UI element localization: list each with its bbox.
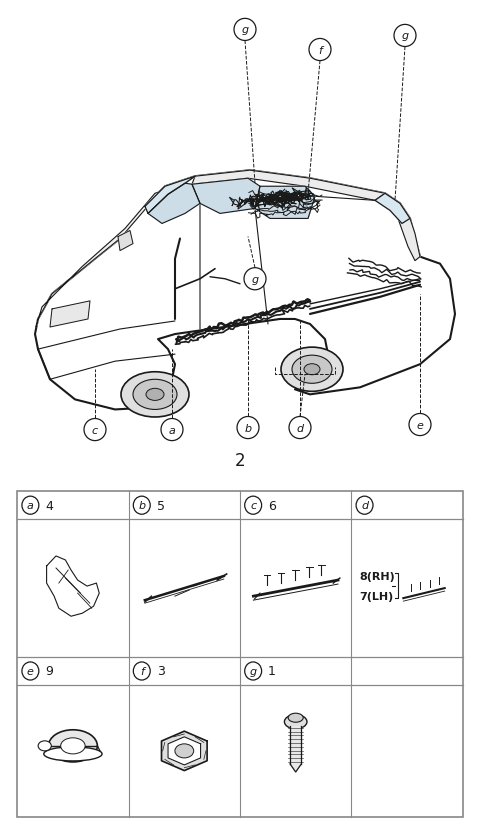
- Text: e: e: [417, 420, 423, 430]
- Text: 8(RH): 8(RH): [359, 571, 395, 581]
- Polygon shape: [290, 764, 301, 772]
- Circle shape: [245, 497, 262, 515]
- Ellipse shape: [285, 715, 307, 729]
- Ellipse shape: [44, 747, 102, 761]
- Ellipse shape: [175, 744, 194, 758]
- Ellipse shape: [60, 738, 85, 754]
- Text: c: c: [92, 425, 98, 435]
- Circle shape: [409, 414, 431, 436]
- Circle shape: [356, 497, 373, 515]
- Text: 9: 9: [45, 665, 53, 677]
- Text: 5: 5: [156, 499, 165, 512]
- Polygon shape: [375, 194, 410, 224]
- Ellipse shape: [304, 364, 320, 375]
- Ellipse shape: [133, 380, 177, 410]
- Text: 6: 6: [268, 499, 276, 512]
- Text: 2: 2: [235, 451, 245, 469]
- Text: a: a: [168, 425, 175, 435]
- Circle shape: [394, 26, 416, 47]
- Circle shape: [133, 497, 150, 515]
- Circle shape: [237, 417, 259, 439]
- Ellipse shape: [281, 348, 343, 392]
- Text: d: d: [297, 423, 303, 433]
- Polygon shape: [192, 171, 385, 201]
- Ellipse shape: [288, 714, 303, 722]
- Text: 4: 4: [45, 499, 53, 512]
- Polygon shape: [118, 231, 133, 251]
- Polygon shape: [161, 731, 207, 771]
- Circle shape: [244, 268, 266, 291]
- Ellipse shape: [48, 730, 97, 762]
- Text: g: g: [252, 274, 259, 284]
- Text: c: c: [250, 501, 256, 511]
- Text: f: f: [318, 46, 322, 55]
- Polygon shape: [192, 179, 260, 214]
- Polygon shape: [47, 556, 99, 617]
- Polygon shape: [36, 177, 195, 328]
- Polygon shape: [168, 737, 201, 765]
- Text: b: b: [244, 423, 252, 433]
- Text: d: d: [361, 501, 368, 511]
- Text: g: g: [241, 26, 249, 36]
- Text: b: b: [138, 501, 145, 511]
- Polygon shape: [148, 184, 200, 224]
- Polygon shape: [375, 194, 420, 262]
- Circle shape: [84, 419, 106, 441]
- Circle shape: [161, 419, 183, 441]
- Text: g: g: [250, 667, 257, 676]
- Text: f: f: [140, 667, 144, 676]
- Polygon shape: [255, 187, 315, 219]
- Ellipse shape: [292, 356, 332, 384]
- Text: 3: 3: [156, 665, 165, 677]
- Circle shape: [309, 40, 331, 61]
- Polygon shape: [290, 726, 301, 764]
- Polygon shape: [145, 177, 195, 214]
- Circle shape: [289, 417, 311, 439]
- Text: a: a: [27, 501, 34, 511]
- Circle shape: [234, 19, 256, 41]
- Circle shape: [133, 662, 150, 681]
- Text: 7(LH): 7(LH): [359, 591, 393, 601]
- Circle shape: [22, 497, 39, 515]
- Text: 1: 1: [268, 665, 276, 677]
- Ellipse shape: [38, 741, 51, 751]
- Text: e: e: [27, 667, 34, 676]
- Polygon shape: [35, 171, 455, 410]
- Ellipse shape: [146, 389, 164, 401]
- Circle shape: [22, 662, 39, 681]
- Ellipse shape: [121, 373, 189, 417]
- Text: g: g: [401, 31, 408, 41]
- Circle shape: [245, 662, 262, 681]
- Polygon shape: [50, 301, 90, 328]
